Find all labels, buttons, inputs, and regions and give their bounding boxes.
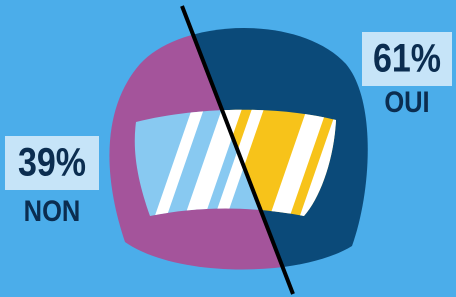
chart: 61% OUI 39% NON <box>0 0 456 297</box>
category-label: NON <box>24 194 81 227</box>
value-label: 39% <box>18 139 86 184</box>
value-label: 61% <box>373 35 441 80</box>
category-label: OUI <box>384 85 429 118</box>
